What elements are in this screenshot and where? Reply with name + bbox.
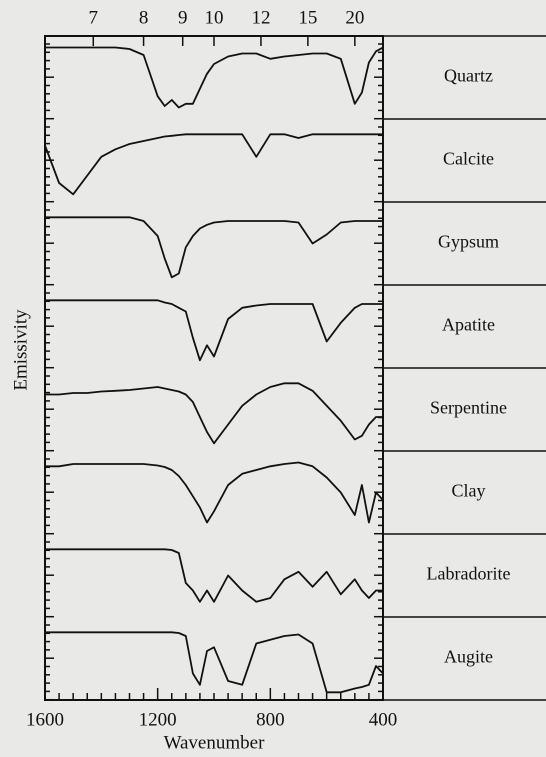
x-tick-label: 1600 (26, 709, 64, 730)
series-label: Apatite (442, 315, 495, 335)
series-label: Quartz (444, 66, 493, 86)
x2-tick-label: 10 (205, 7, 224, 28)
x2-tick-label: 8 (139, 7, 149, 28)
x2-tick-label: 7 (89, 7, 99, 28)
spectrum-line (45, 382, 383, 445)
x2-tick-label: 20 (345, 7, 364, 28)
x-tick-label: 800 (256, 709, 285, 730)
spectrum-line (45, 46, 384, 109)
spectrum-line (44, 133, 383, 196)
x2-tick-label: 12 (251, 7, 270, 28)
series-label: Gypsum (438, 232, 499, 252)
series-label: Clay (452, 481, 486, 501)
series-label: Labradorite (427, 564, 511, 584)
x2-tick-label: 15 (298, 7, 317, 28)
spectrum-line (45, 631, 384, 694)
x-tick-label: 1200 (139, 709, 177, 730)
x2-tick-label: 9 (178, 7, 188, 28)
x-tick-label: 400 (369, 709, 398, 730)
series-label: Serpentine (430, 398, 507, 418)
spectrum-line (45, 548, 383, 603)
y-axis-label: Emissivity (10, 309, 31, 391)
spectrum-line (45, 461, 384, 524)
spectrum-line (45, 299, 383, 362)
x-axis-label: Wavenumber (164, 732, 265, 753)
series-label: Augite (444, 647, 493, 667)
series-label: Calcite (443, 149, 494, 169)
spectrum-line (45, 216, 383, 279)
